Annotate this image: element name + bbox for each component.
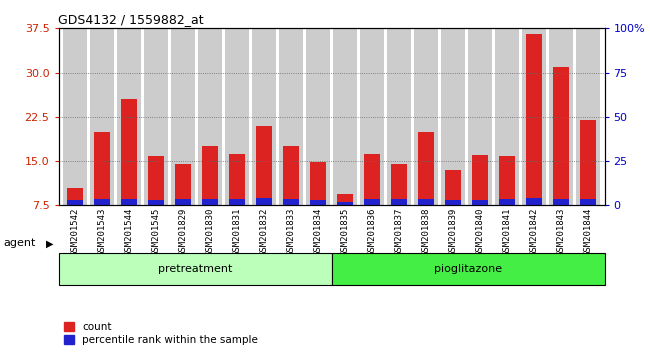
Bar	[66, 188, 83, 205]
Bar	[252, 28, 276, 205]
Bar	[90, 28, 114, 205]
Bar	[468, 28, 492, 205]
Bar	[418, 132, 434, 205]
Bar	[337, 202, 353, 205]
Bar	[283, 146, 299, 205]
Legend: count, percentile rank within the sample: count, percentile rank within the sample	[64, 322, 258, 345]
Bar	[391, 164, 407, 205]
Bar	[94, 132, 110, 205]
Bar	[337, 194, 353, 205]
Bar	[66, 200, 83, 205]
Bar	[229, 154, 245, 205]
Bar	[418, 199, 434, 205]
Bar	[256, 126, 272, 205]
Bar	[310, 162, 326, 205]
Bar	[198, 28, 222, 205]
Bar	[499, 199, 515, 205]
Bar	[279, 28, 303, 205]
Bar	[175, 164, 191, 205]
Bar	[526, 198, 542, 205]
Bar	[526, 34, 542, 205]
Bar	[121, 99, 137, 205]
Bar	[364, 154, 380, 205]
Bar	[94, 199, 110, 205]
Bar	[148, 156, 164, 205]
Bar	[58, 253, 332, 285]
Bar	[62, 28, 87, 205]
Text: agent: agent	[3, 238, 36, 249]
Bar	[121, 199, 137, 205]
Bar	[391, 199, 407, 205]
Bar	[445, 170, 462, 205]
Text: pretreatment: pretreatment	[158, 264, 232, 274]
Bar	[283, 199, 299, 205]
Text: pioglitazone: pioglitazone	[434, 264, 502, 274]
Bar	[175, 199, 191, 205]
Bar	[553, 67, 569, 205]
Bar	[472, 155, 488, 205]
Bar	[495, 28, 519, 205]
Bar	[171, 28, 195, 205]
Bar	[445, 200, 462, 205]
Bar	[306, 28, 330, 205]
Bar	[144, 28, 168, 205]
Bar	[580, 199, 597, 205]
Text: GDS4132 / 1559882_at: GDS4132 / 1559882_at	[58, 13, 204, 26]
Bar	[360, 28, 384, 205]
Bar	[387, 28, 411, 205]
Bar	[553, 199, 569, 205]
Bar	[580, 120, 597, 205]
Bar	[414, 28, 438, 205]
Bar	[116, 28, 141, 205]
Bar	[332, 253, 604, 285]
Bar	[148, 200, 164, 205]
Bar	[333, 28, 358, 205]
Text: ▶: ▶	[46, 238, 53, 249]
Bar	[472, 200, 488, 205]
Bar	[310, 200, 326, 205]
Bar	[549, 28, 573, 205]
Bar	[499, 156, 515, 205]
Bar	[202, 146, 218, 205]
Bar	[229, 199, 245, 205]
Bar	[576, 28, 601, 205]
Bar	[522, 28, 547, 205]
Bar	[202, 199, 218, 205]
Bar	[364, 199, 380, 205]
Bar	[256, 198, 272, 205]
Bar	[225, 28, 249, 205]
Bar	[441, 28, 465, 205]
